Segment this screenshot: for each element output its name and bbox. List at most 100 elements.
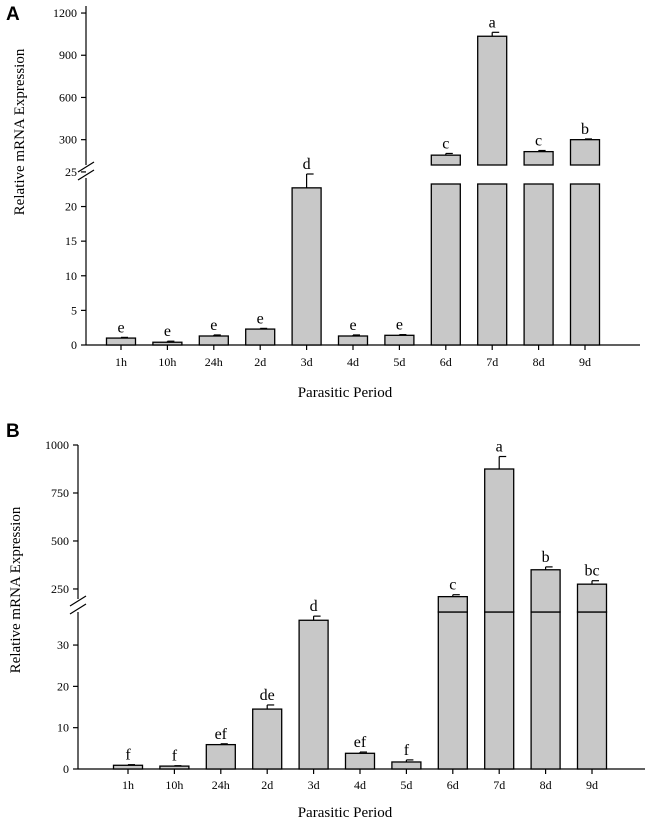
panel-a-bar xyxy=(105,337,137,346)
panel-b-x-tick-label: 6d xyxy=(447,778,459,792)
panel-a-bar-lower-segment xyxy=(523,183,554,346)
panel-b-x-tick-label: 5d xyxy=(400,778,412,792)
panel-a-bar-lower-segment xyxy=(430,183,461,346)
panel-b-bar-lower-segment xyxy=(484,611,515,770)
panel-a-bar-lower-segment xyxy=(569,183,601,346)
panel-b-significance-letter: ef xyxy=(215,726,228,743)
panel-a-bar xyxy=(291,187,322,346)
panel-a-bar xyxy=(384,334,415,346)
panel-b-y-tick-label: 750 xyxy=(51,486,69,500)
panel-a-axis-break-mark xyxy=(77,161,95,173)
panel-a-y-tick-label: 25 xyxy=(65,165,77,179)
panel-b-x-tick-label: 8d xyxy=(540,778,552,792)
panel-a-x-tick-label: 6d xyxy=(440,355,452,369)
panel-a-bar xyxy=(569,139,601,166)
panel-b-y-tick-label: 250 xyxy=(51,582,69,596)
panel-a-y-tick-label: 300 xyxy=(59,133,77,147)
panel-b-y-tick-label: 30 xyxy=(57,638,69,652)
panel-b-significance-letter: f xyxy=(172,748,178,765)
panel-b-y-tick-label: 20 xyxy=(57,679,69,693)
panel-b-significance-letter: d xyxy=(310,598,318,615)
panel-a-x-tick-label: 1h xyxy=(115,355,127,369)
panel-b-x-tick-label: 9d xyxy=(586,778,598,792)
panel-a-significance-letter: e xyxy=(257,310,264,327)
panel-a-significance-letter: e xyxy=(396,317,403,334)
panel-b-bar xyxy=(391,761,422,770)
panel-a-y-tick-label: 600 xyxy=(59,90,77,104)
panel-a-bar xyxy=(430,154,461,166)
panel-b-significance-letter: a xyxy=(496,439,503,456)
panel-b-bar xyxy=(344,752,376,770)
panel-b-x-tick-label: 10h xyxy=(165,778,183,792)
panel-a-x-tick-label: 4d xyxy=(347,355,359,369)
panel-b-axis-break-mark xyxy=(69,603,87,615)
panel-a-significance-letter: a xyxy=(489,14,496,31)
panel-a-axis-break-mark xyxy=(77,169,95,181)
panel-b-significance-letter: ef xyxy=(354,734,367,751)
panel-b-bar xyxy=(530,569,561,613)
panel-a-x-tick-label: 5d xyxy=(393,355,405,369)
panel-a-significance-letter: c xyxy=(535,133,542,150)
panel-b-x-tick-label: 24h xyxy=(212,778,230,792)
panel-a-y-tick-label: 15 xyxy=(65,234,77,248)
panel-a-significance-letter: e xyxy=(164,323,171,340)
panel-b-significance-letter: c xyxy=(449,577,456,594)
panel-b-bar xyxy=(252,708,283,770)
panel-label-b: B xyxy=(6,421,20,442)
panel-a-significance-letter: e xyxy=(349,317,356,334)
panel-b-bar xyxy=(205,743,236,770)
panel-a-significance-letter: b xyxy=(581,121,589,138)
panel-a-y-tick-label: 10 xyxy=(65,269,77,283)
panel-b-bar xyxy=(576,583,608,613)
panel-b-y-tick-label: 10 xyxy=(57,721,69,735)
panel-b-bar-lower-segment xyxy=(437,611,468,770)
panel-b-bar-lower-segment xyxy=(530,611,561,770)
panel-a-bar xyxy=(337,335,369,346)
panel-a-x-axis-title: Parasitic Period xyxy=(298,385,393,401)
panel-b-significance-letter: f xyxy=(404,742,410,759)
panel-b-y-tick-label: 500 xyxy=(51,534,69,548)
panel-b-bar-lower-segment xyxy=(576,611,608,770)
panel-b-chart: Relative mRNA Expression Parasitic Perio… xyxy=(8,438,645,821)
panel-b-bar xyxy=(298,619,329,770)
panel-b-significance-letter: f xyxy=(125,747,131,764)
panel-b-significance-letter: bc xyxy=(584,563,599,580)
panel-a-bar xyxy=(477,35,508,166)
panel-b-bar xyxy=(112,764,144,770)
panel-b-significance-letter: de xyxy=(260,687,275,704)
panel-b-y-axis-title: Relative mRNA Expression xyxy=(8,506,24,673)
panel-a-x-tick-label: 9d xyxy=(579,355,591,369)
panel-a-y-tick-label: 1200 xyxy=(53,6,77,20)
panel-b-x-axis-title: Parasitic Period xyxy=(298,805,393,821)
panel-b-x-tick-label: 4d xyxy=(354,778,366,792)
panel-a-y-tick-label: 0 xyxy=(71,338,77,352)
panel-a-y-tick-label: 900 xyxy=(59,48,77,62)
panel-a-x-tick-label: 2d xyxy=(254,355,266,369)
panel-b-y-tick-label: 1000 xyxy=(45,438,69,452)
panel-a-bar xyxy=(152,341,183,346)
panel-b-x-tick-label: 1h xyxy=(122,778,134,792)
panel-a-y-tick-label: 5 xyxy=(71,303,77,317)
panel-label-a: A xyxy=(6,4,20,25)
panel-b-y-tick-label: 0 xyxy=(63,762,69,776)
panel-a-x-tick-label: 7d xyxy=(486,355,498,369)
panel-b-bar xyxy=(484,468,515,613)
panel-a-bar xyxy=(198,335,229,346)
panel-a-bar xyxy=(523,150,554,166)
panel-a-chart: Relative mRNA Expression Parasitic Perio… xyxy=(12,6,640,401)
panel-b-x-tick-label: 3d xyxy=(308,778,320,792)
panel-b-x-tick-label: 2d xyxy=(261,778,273,792)
panel-a-significance-letter: e xyxy=(117,319,124,336)
panel-a-x-tick-label: 3d xyxy=(301,355,313,369)
panel-b-axis-break-mark xyxy=(69,595,87,607)
panel-b-significance-letter: b xyxy=(542,549,550,566)
panel-b-x-tick-label: 7d xyxy=(493,778,505,792)
panel-a-x-tick-label: 8d xyxy=(533,355,545,369)
panel-a-x-tick-label: 10h xyxy=(158,355,176,369)
panel-a-significance-letter: c xyxy=(442,135,449,152)
panel-b-bar xyxy=(159,765,190,770)
panel-a-bar-lower-segment xyxy=(477,183,508,346)
panel-a-significance-letter: d xyxy=(303,156,311,173)
panel-a-bar xyxy=(245,328,276,346)
